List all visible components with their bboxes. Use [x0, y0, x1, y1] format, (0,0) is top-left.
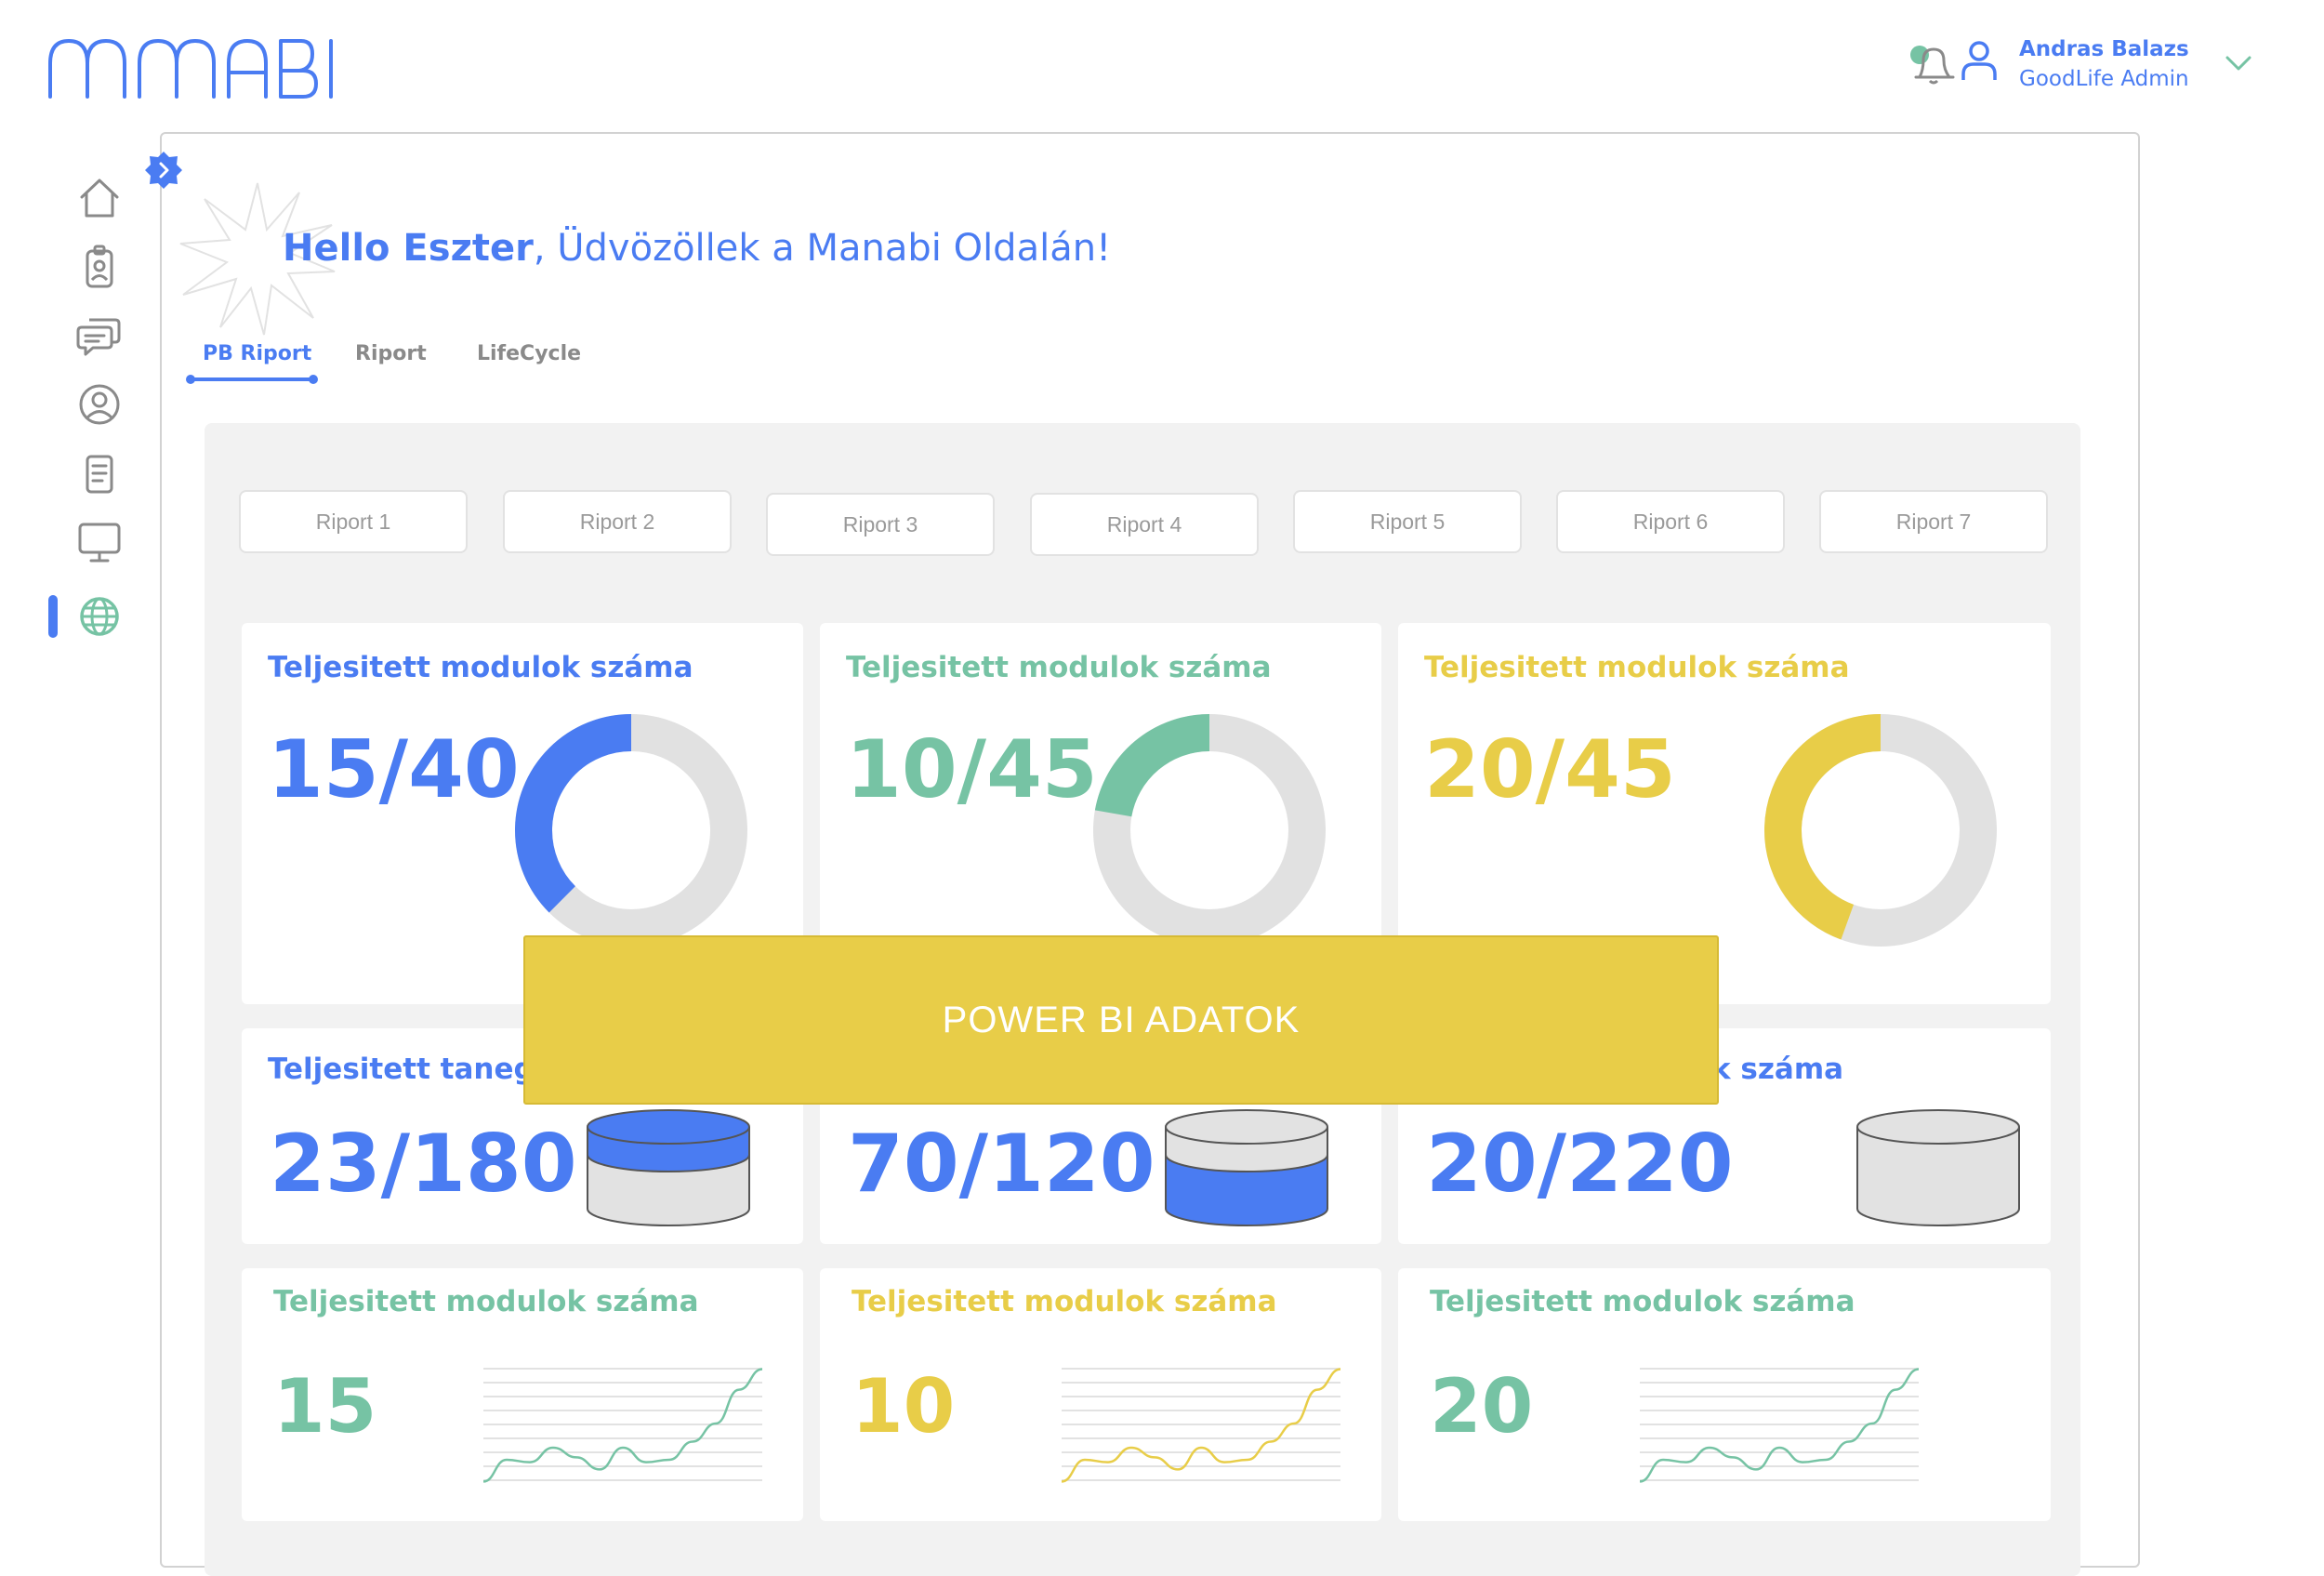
sparkline-chart	[482, 1368, 763, 1483]
report-button-5[interactable]: Riport 5	[1293, 490, 1522, 553]
manabi-logo	[48, 39, 333, 99]
card-value: 15/40	[268, 723, 520, 816]
user-role: GoodLife Admin	[2019, 67, 2189, 91]
card-title: Teljesitett modulok száma	[268, 651, 693, 684]
sparkline-line	[1061, 1368, 1341, 1483]
cylinder-gauge	[1165, 1109, 1328, 1226]
report-button-7[interactable]: Riport 7	[1819, 490, 2048, 553]
globe-icon[interactable]	[74, 591, 125, 642]
sparkline-chart	[1061, 1368, 1341, 1483]
report-button-3[interactable]: Riport 3	[766, 493, 995, 556]
cylinder-gauge	[587, 1109, 750, 1226]
tab-lifecycle[interactable]: LifeCycle	[477, 342, 582, 365]
sidebar-toggle-icon[interactable]	[144, 151, 183, 190]
card-value: 70/120	[848, 1118, 1155, 1211]
card-value: 20/220	[1426, 1118, 1734, 1211]
report-button-1[interactable]: Riport 1	[239, 490, 468, 553]
cylinder-gauge	[1856, 1109, 2020, 1226]
bell-icon[interactable]	[1910, 42, 1957, 85]
tab-pb-riport[interactable]: PB Riport	[203, 342, 312, 365]
user-name[interactable]: Andras Balazs	[2019, 37, 2189, 61]
sparkline-card	[242, 1268, 803, 1521]
sparkline-line	[482, 1368, 763, 1483]
card-value: 15	[273, 1363, 377, 1450]
sidebar-active-indicator	[48, 595, 58, 638]
card-value: 10	[852, 1363, 956, 1450]
power-bi-overlay[interactable]: POWER BI ADATOK	[523, 935, 1719, 1105]
sparkline-line	[1639, 1368, 1920, 1483]
card-title: Teljesitett modulok száma	[1430, 1285, 1855, 1318]
greeting-name: Hello Eszter	[283, 227, 534, 270]
sparkline-chart	[1639, 1368, 1920, 1483]
card-value: 10/45	[846, 723, 1098, 816]
user-icon[interactable]	[1960, 39, 1999, 82]
donut-chart	[1764, 714, 1997, 947]
tab-riport[interactable]: Riport	[355, 342, 427, 365]
sparkline-card	[820, 1268, 1381, 1521]
donut-progress-arc	[1093, 714, 1326, 947]
donut-progress-arc	[1764, 714, 1997, 947]
donut-progress-arc	[515, 714, 747, 947]
card-title: Teljesitett modulok száma	[1424, 651, 1850, 684]
monitor-icon[interactable]	[74, 517, 125, 567]
card-title: Teljesitett modulok száma	[846, 651, 1272, 684]
chevron-down-icon[interactable]	[2224, 52, 2253, 74]
tab-underline	[186, 375, 318, 384]
report-button-6[interactable]: Riport 6	[1556, 490, 1785, 553]
badge-icon[interactable]	[74, 242, 125, 292]
document-icon[interactable]	[74, 448, 125, 498]
report-button-2[interactable]: Riport 2	[503, 490, 732, 553]
card-value: 20	[1430, 1363, 1534, 1450]
greeting: Hello Eszter, Üdvözöllek a Manabi Oldalá…	[283, 227, 1111, 270]
card-value: 20/45	[1424, 723, 1676, 816]
profile-icon[interactable]	[74, 379, 125, 430]
greeting-message: , Üdvözöllek a Manabi Oldalán!	[533, 227, 1112, 270]
card-title: Teljesitett tanegys	[268, 1053, 571, 1086]
card-title: Teljesitett modulok száma	[273, 1285, 699, 1318]
report-button-4[interactable]: Riport 4	[1030, 493, 1259, 556]
home-icon[interactable]	[74, 173, 125, 223]
starburst-decoration	[179, 182, 336, 336]
card-title: Teljesitett modulok száma	[852, 1285, 1277, 1318]
card-value: 23/180	[270, 1118, 577, 1211]
donut-chart	[515, 714, 747, 947]
sparkline-card	[1398, 1268, 2051, 1521]
donut-chart	[1093, 714, 1326, 947]
chat-icon[interactable]	[74, 311, 125, 361]
